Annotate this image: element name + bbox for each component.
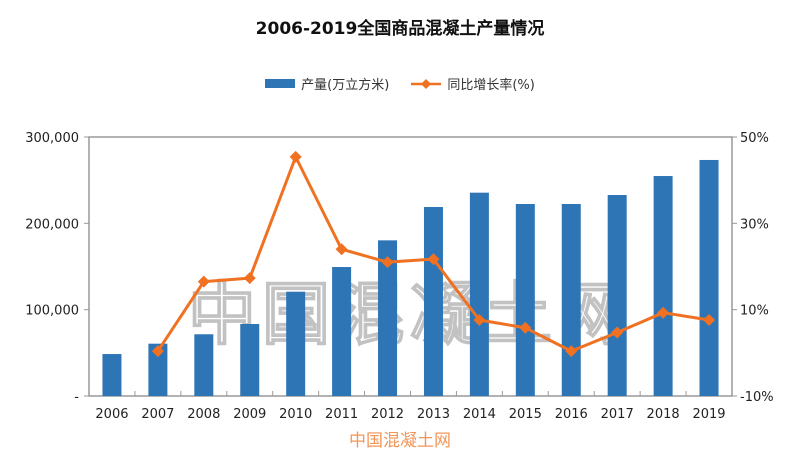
bar-2017 <box>607 195 627 396</box>
plot-frame <box>88 136 733 397</box>
bar-2009 <box>240 323 260 396</box>
legend-label-production: 产量(万立方米) <box>301 78 390 93</box>
x-axis-tick-label: 2013 <box>417 407 450 422</box>
chart-title: 2006-2019全国商品混凝土产量情况 <box>255 19 545 39</box>
legend-line-swatch <box>411 78 442 89</box>
x-axis-tick-label: 2007 <box>141 407 174 422</box>
bar-2006 <box>102 354 122 396</box>
growth-marker-2011 <box>335 243 348 256</box>
growth-marker-2015 <box>519 321 532 334</box>
left-axis-tick-label: 100,000 <box>25 304 79 319</box>
growth-marker-2009 <box>243 272 256 285</box>
growth-marker-2010 <box>289 150 302 163</box>
legend-item-production: 产量(万立方米) <box>265 74 389 93</box>
bar-2013 <box>423 207 443 396</box>
growth-marker-2017 <box>611 326 624 339</box>
growth-marker-2013 <box>427 253 440 266</box>
x-axis-tick-label: 2017 <box>601 407 634 422</box>
watermark-small: 中国混凝土网 <box>349 431 451 451</box>
x-axis-tick-label: 2009 <box>233 407 266 422</box>
bar-2019 <box>699 159 719 396</box>
right-axis-tick-label: -10% <box>740 390 774 405</box>
growth-marker-2012 <box>381 256 394 269</box>
left-axis-tick-label: 200,000 <box>25 217 79 232</box>
bar-2012 <box>378 240 398 396</box>
legend-label-growth: 同比增长率(%) <box>447 78 535 93</box>
bar-2016 <box>561 203 581 396</box>
x-axis-tick-label: 2019 <box>692 407 725 422</box>
x-axis-tick-label: 2012 <box>371 407 404 422</box>
x-axis-tick-label: 2011 <box>325 407 358 422</box>
left-axis-tick-label: - <box>74 390 79 405</box>
bar-2011 <box>332 267 352 396</box>
growth-marker-2007 <box>151 345 164 358</box>
x-axis-tick-label: 2014 <box>463 407 496 422</box>
right-axis-tick-label: 10% <box>740 304 769 319</box>
bar-2010 <box>286 291 306 396</box>
legend-item-growth: 同比增长率(%) <box>411 74 535 93</box>
bar-2018 <box>653 176 673 396</box>
growth-marker-2016 <box>565 345 578 358</box>
x-axis-tick-label: 2008 <box>187 407 220 422</box>
bar-2014 <box>469 192 489 396</box>
bar-2015 <box>515 203 535 396</box>
left-axis-tick-label: 300,000 <box>25 131 79 146</box>
x-axis-tick-label: 2006 <box>95 407 128 422</box>
right-axis-tick-label: 30% <box>740 217 769 232</box>
growth-marker-2014 <box>473 314 486 327</box>
legend-bar-swatch <box>265 79 296 88</box>
x-axis-tick-label: 2010 <box>279 407 312 422</box>
bar-2008 <box>194 334 214 396</box>
right-axis-tick-label: 50% <box>740 131 769 146</box>
x-axis-tick-label: 2016 <box>555 407 588 422</box>
growth-marker-2008 <box>197 275 210 288</box>
growth-marker-2019 <box>703 314 716 327</box>
growth-marker-2018 <box>657 306 670 319</box>
x-axis-tick-label: 2015 <box>509 407 542 422</box>
bar-2007 <box>148 343 168 396</box>
legend: 产量(万立方米) 同比增长率(%) <box>0 74 800 93</box>
x-axis-tick-label: 2018 <box>647 407 680 422</box>
